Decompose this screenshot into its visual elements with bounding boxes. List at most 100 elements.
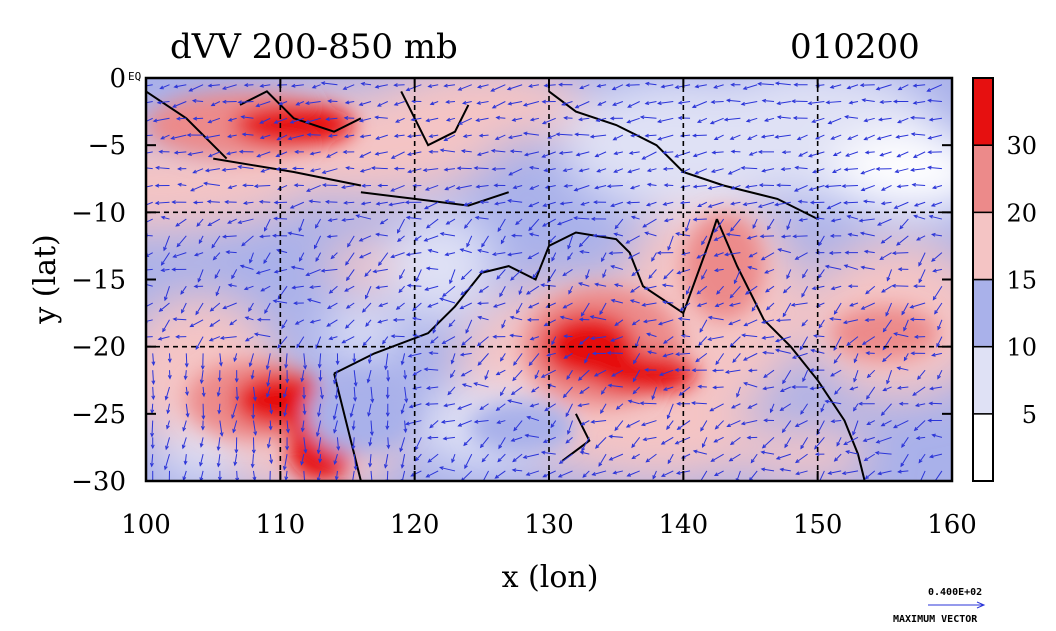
wind-vector xyxy=(496,269,506,280)
wind-vector xyxy=(460,149,472,154)
wind-vector xyxy=(242,201,254,205)
wind-vector xyxy=(266,437,271,449)
wind-vector xyxy=(154,201,170,205)
wind-vector xyxy=(916,235,926,241)
wind-vector xyxy=(757,81,775,86)
wind-vector xyxy=(492,334,506,339)
wind-vector xyxy=(777,248,791,254)
x-tick-label: 130 xyxy=(524,510,574,540)
wind-vector xyxy=(168,470,171,481)
wind-vector xyxy=(826,201,842,210)
wind-vector xyxy=(715,353,725,366)
wind-vector xyxy=(824,399,842,405)
wind-vector xyxy=(631,437,641,449)
wind-vector xyxy=(343,134,355,139)
coastline-segment xyxy=(146,90,228,160)
wind-vector xyxy=(893,201,909,209)
wind-vector xyxy=(692,217,707,222)
wind-vector xyxy=(316,437,322,455)
wind-vector xyxy=(898,401,909,406)
wind-vector xyxy=(844,250,858,255)
wind-vector xyxy=(494,201,506,206)
wind-vector xyxy=(328,336,338,341)
wind-vector xyxy=(601,252,607,263)
wind-vector xyxy=(748,151,758,156)
wind-vector xyxy=(686,286,691,296)
wind-vector xyxy=(880,201,892,206)
wind-vector xyxy=(399,269,406,280)
wind-vector xyxy=(244,316,254,321)
wind-vector xyxy=(726,420,741,428)
wind-vector xyxy=(290,83,304,88)
wind-vector xyxy=(321,168,338,174)
wind-vector xyxy=(561,101,573,106)
wind-vector xyxy=(892,420,909,429)
colorbar-segment xyxy=(972,211,994,281)
wind-vector xyxy=(412,333,422,338)
wind-vector xyxy=(600,386,607,395)
wind-vector xyxy=(632,369,641,383)
wind-vector xyxy=(791,385,808,389)
wind-vector xyxy=(269,403,274,415)
wind-vector xyxy=(918,252,926,267)
contour-fill-region xyxy=(831,131,952,213)
wind-vector xyxy=(843,264,859,270)
wind-vector xyxy=(809,200,825,205)
wind-vector xyxy=(393,101,405,106)
wind-vector xyxy=(353,454,358,471)
wind-vector xyxy=(747,368,758,373)
wind-vector xyxy=(625,83,640,88)
wind-vector xyxy=(216,437,221,452)
wind-vector xyxy=(146,201,153,207)
wind-vector xyxy=(473,166,489,171)
wind-vector xyxy=(580,201,590,206)
wind-vector xyxy=(183,370,188,381)
wind-vector xyxy=(215,286,221,297)
wind-vector xyxy=(248,353,254,368)
wind-vector xyxy=(811,285,825,291)
wind-vector xyxy=(396,235,405,243)
wind-vector xyxy=(403,370,408,380)
wind-vector xyxy=(375,232,388,237)
wind-vector xyxy=(330,252,338,260)
wind-vector xyxy=(512,453,523,463)
wind-vector xyxy=(832,151,842,157)
wind-vector xyxy=(747,134,758,140)
wind-vector xyxy=(427,84,439,88)
wind-vector xyxy=(774,201,791,207)
wind-vector xyxy=(792,234,808,239)
wind-vector xyxy=(367,353,372,364)
wind-vector xyxy=(266,370,271,388)
wind-vector xyxy=(407,352,422,358)
wind-vector xyxy=(529,336,540,341)
wind-vector xyxy=(209,319,221,327)
wind-vector xyxy=(370,386,375,404)
wind-vector xyxy=(700,420,708,432)
wind-vector xyxy=(644,81,657,86)
wind-vector xyxy=(193,284,204,289)
wind-vector xyxy=(408,403,422,409)
wind-vector xyxy=(541,117,556,125)
wind-vector xyxy=(896,366,909,371)
wind-vector xyxy=(716,285,725,295)
wind-vector xyxy=(300,420,305,433)
wind-vector xyxy=(692,133,707,138)
wind-vector xyxy=(465,319,473,334)
wind-vector xyxy=(167,370,172,380)
wind-vector xyxy=(386,370,391,382)
wind-vector xyxy=(613,151,623,156)
wind-vector xyxy=(551,252,557,262)
wind-vector xyxy=(729,436,741,446)
wind-vector xyxy=(428,149,439,154)
wind-vector xyxy=(563,352,573,359)
wind-vector xyxy=(528,218,540,232)
wind-vector xyxy=(393,83,405,88)
wind-vector xyxy=(461,336,473,346)
wind-vector xyxy=(562,168,573,173)
wind-vector xyxy=(707,184,724,190)
wind-vector xyxy=(663,336,674,344)
wind-vector xyxy=(879,100,892,104)
wind-vector xyxy=(404,386,409,404)
wind-vector xyxy=(550,420,557,429)
wind-vector xyxy=(511,233,523,238)
